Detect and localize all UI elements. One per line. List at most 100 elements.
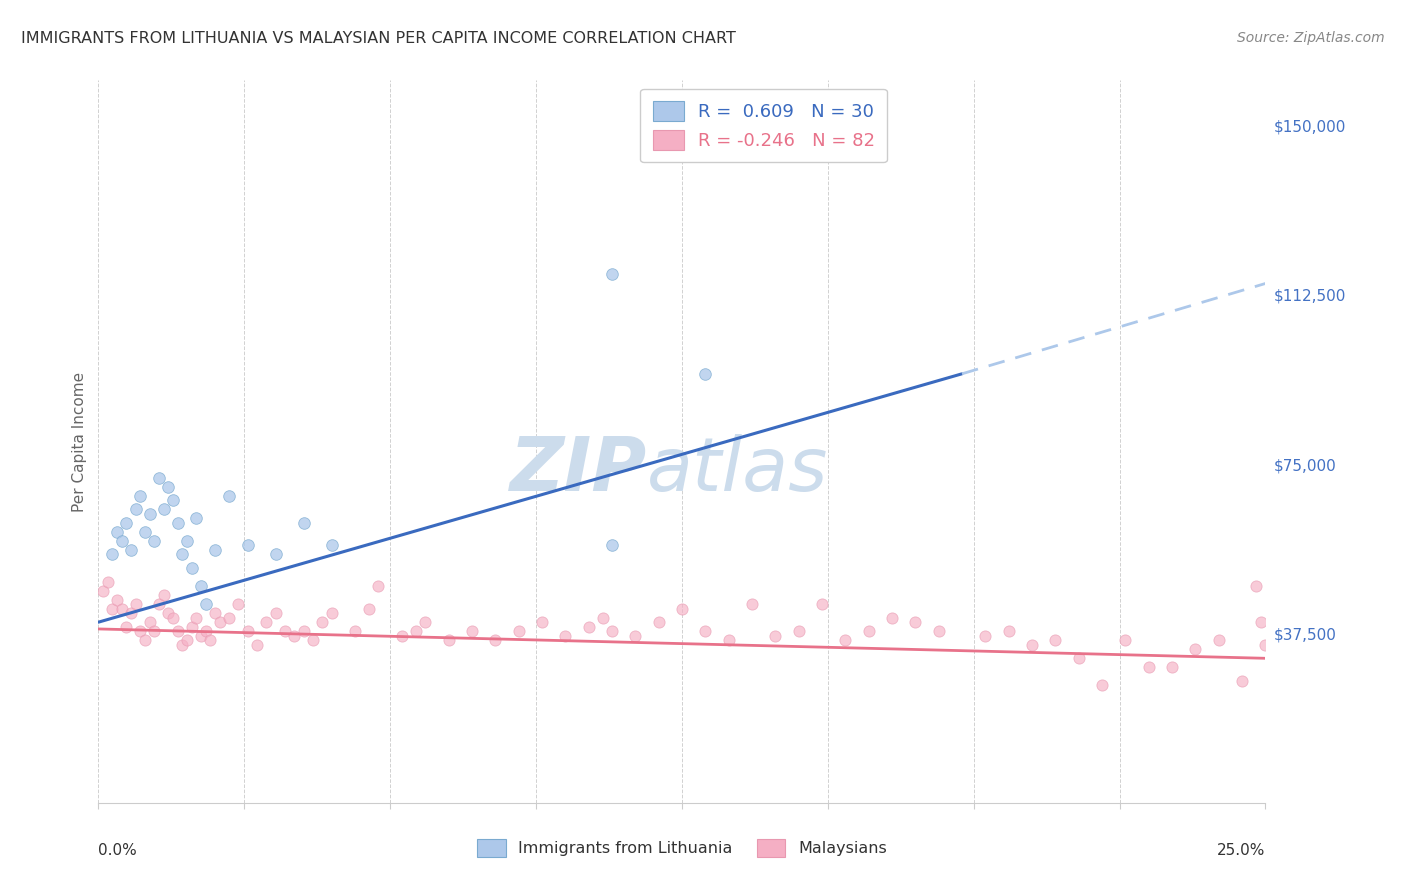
Point [264, 548, 287, 562]
Legend: Immigrants from Lithuania, Malaysians: Immigrants from Lithuania, Malaysians [471, 832, 893, 863]
Point [256, 615, 278, 630]
Point [246, 638, 269, 652]
Point [176, 633, 198, 648]
Point [200, 633, 222, 648]
Point [97, 574, 120, 589]
Point [139, 507, 162, 521]
Point [1161, 660, 1184, 674]
Point [115, 620, 138, 634]
Point [157, 480, 180, 494]
Point [359, 601, 381, 615]
Point [129, 489, 152, 503]
Point [172, 638, 194, 652]
Point [997, 624, 1019, 639]
Point [152, 502, 174, 516]
Point [264, 606, 287, 620]
Point [904, 615, 927, 630]
Point [162, 610, 184, 624]
Point [115, 516, 138, 530]
Point [530, 615, 553, 630]
Point [834, 633, 856, 648]
Point [105, 524, 128, 539]
Point [741, 597, 763, 611]
Point [148, 470, 170, 484]
Point [858, 624, 880, 639]
Point [283, 629, 305, 643]
Point [1091, 678, 1114, 692]
Point [554, 629, 576, 643]
Point [143, 533, 166, 548]
Point [101, 548, 124, 562]
Point [236, 624, 259, 639]
Point [1244, 579, 1267, 593]
Point [624, 629, 647, 643]
Text: 25.0%: 25.0% [1218, 843, 1265, 857]
Text: 0.0%: 0.0% [98, 843, 138, 857]
Point [218, 489, 240, 503]
Point [176, 533, 198, 548]
Point [880, 610, 903, 624]
Point [391, 629, 413, 643]
Text: ZIP: ZIP [509, 434, 647, 507]
Point [190, 629, 212, 643]
Point [180, 561, 202, 575]
Point [1067, 651, 1090, 665]
Point [600, 538, 623, 552]
Point [186, 610, 208, 624]
Point [186, 511, 208, 525]
Point [717, 633, 740, 648]
Point [321, 606, 343, 620]
Point [166, 516, 188, 530]
Point [125, 502, 148, 516]
Point [647, 615, 669, 630]
Point [125, 597, 148, 611]
Point [1250, 615, 1272, 630]
Point [592, 610, 614, 624]
Text: atlas: atlas [647, 434, 828, 507]
Point [787, 624, 810, 639]
Point [1208, 633, 1230, 648]
Point [1045, 633, 1067, 648]
Point [600, 268, 623, 282]
Point [180, 620, 202, 634]
Point [194, 624, 217, 639]
Point [344, 624, 367, 639]
Point [101, 601, 124, 615]
Point [194, 597, 217, 611]
Point [111, 533, 134, 548]
Point [208, 615, 231, 630]
Point [461, 624, 484, 639]
Point [600, 624, 623, 639]
Point [292, 516, 315, 530]
Point [974, 629, 997, 643]
Point [129, 624, 152, 639]
Point [321, 538, 343, 552]
Y-axis label: Per Capita Income: Per Capita Income [72, 371, 87, 512]
Point [508, 624, 530, 639]
Point [190, 579, 212, 593]
Point [218, 610, 240, 624]
Point [139, 615, 162, 630]
Point [484, 633, 506, 648]
Point [120, 606, 142, 620]
Point [143, 624, 166, 639]
Point [367, 579, 389, 593]
Point [578, 620, 600, 634]
Point [111, 601, 134, 615]
Point [413, 615, 436, 630]
Point [105, 592, 128, 607]
Point [172, 548, 194, 562]
Point [120, 542, 142, 557]
Point [162, 493, 184, 508]
Point [695, 367, 717, 381]
Point [134, 524, 156, 539]
Point [437, 633, 460, 648]
Point [302, 633, 325, 648]
Point [292, 624, 315, 639]
Point [671, 601, 693, 615]
Point [204, 542, 226, 557]
Point [204, 606, 226, 620]
Point [228, 597, 250, 611]
Point [1137, 660, 1160, 674]
Text: IMMIGRANTS FROM LITHUANIA VS MALAYSIAN PER CAPITA INCOME CORRELATION CHART: IMMIGRANTS FROM LITHUANIA VS MALAYSIAN P… [21, 31, 735, 46]
